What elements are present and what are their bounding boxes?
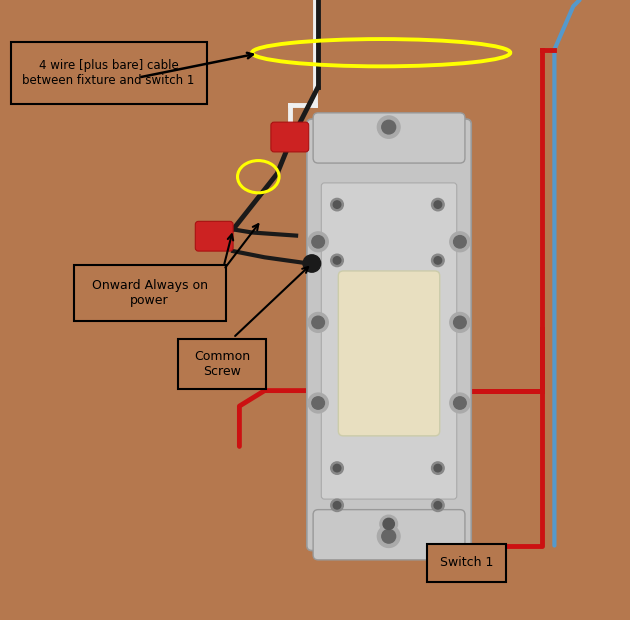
- Circle shape: [377, 116, 400, 138]
- Circle shape: [303, 255, 321, 272]
- Circle shape: [333, 201, 341, 208]
- Text: Common
Screw: Common Screw: [194, 350, 250, 378]
- Circle shape: [432, 254, 444, 267]
- Text: 4 wire [plus bare] cable
between fixture and switch 1: 4 wire [plus bare] cable between fixture…: [23, 59, 195, 87]
- FancyBboxPatch shape: [74, 265, 226, 321]
- Circle shape: [331, 254, 343, 267]
- Circle shape: [434, 257, 442, 264]
- Circle shape: [333, 502, 341, 509]
- Circle shape: [308, 312, 328, 332]
- Text: Switch 1: Switch 1: [440, 556, 493, 569]
- Circle shape: [333, 464, 341, 472]
- Circle shape: [308, 393, 328, 413]
- Circle shape: [432, 499, 444, 511]
- Text: Onward Always on
power: Onward Always on power: [91, 279, 208, 307]
- Circle shape: [382, 120, 396, 134]
- Circle shape: [312, 316, 324, 329]
- Circle shape: [331, 198, 343, 211]
- Circle shape: [308, 232, 328, 252]
- Circle shape: [434, 201, 442, 208]
- Circle shape: [377, 525, 400, 547]
- Circle shape: [454, 316, 466, 329]
- Circle shape: [454, 397, 466, 409]
- Circle shape: [333, 257, 341, 264]
- Circle shape: [454, 236, 466, 248]
- Circle shape: [382, 529, 396, 543]
- Circle shape: [331, 499, 343, 511]
- Circle shape: [380, 515, 398, 533]
- Circle shape: [432, 198, 444, 211]
- FancyBboxPatch shape: [178, 339, 266, 389]
- Circle shape: [434, 502, 442, 509]
- FancyBboxPatch shape: [313, 113, 465, 163]
- Circle shape: [450, 312, 470, 332]
- FancyBboxPatch shape: [195, 221, 233, 251]
- FancyBboxPatch shape: [338, 271, 440, 436]
- Circle shape: [450, 393, 470, 413]
- FancyBboxPatch shape: [271, 122, 309, 152]
- FancyBboxPatch shape: [11, 42, 207, 104]
- Circle shape: [432, 462, 444, 474]
- Circle shape: [312, 397, 324, 409]
- FancyBboxPatch shape: [427, 544, 506, 582]
- Circle shape: [450, 232, 470, 252]
- Circle shape: [312, 236, 324, 248]
- FancyBboxPatch shape: [307, 119, 471, 551]
- Circle shape: [331, 462, 343, 474]
- FancyBboxPatch shape: [313, 510, 465, 560]
- Circle shape: [434, 464, 442, 472]
- FancyBboxPatch shape: [321, 183, 457, 499]
- Circle shape: [383, 518, 394, 529]
